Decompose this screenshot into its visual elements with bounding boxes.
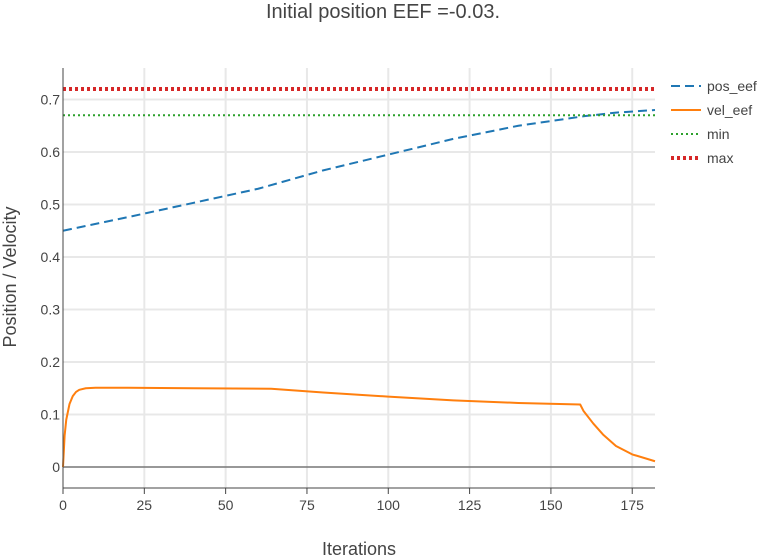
legend-label: min xyxy=(707,126,730,142)
x-tick-label: 25 xyxy=(137,497,153,513)
y-tick-label: 0.7 xyxy=(41,92,61,108)
legend-item-vel_eef[interactable]: vel_eef xyxy=(671,102,752,118)
legend-item-max[interactable]: max xyxy=(671,150,733,166)
y-axis-title: Position / Velocity xyxy=(0,206,20,347)
legend-label: vel_eef xyxy=(707,102,752,118)
series-line-pos_eef xyxy=(62,109,656,232)
series-line-vel_eef xyxy=(62,386,656,468)
legend-label: max xyxy=(707,150,733,166)
axes xyxy=(62,68,655,494)
chart-title: Initial position EEF =-0.03. xyxy=(266,1,500,23)
x-tick-labels: 0 25 50 75 100 125 150 175 xyxy=(59,497,644,513)
y-tick-label: 0.6 xyxy=(41,144,61,160)
legend-item-min[interactable]: min xyxy=(671,126,730,142)
plot-area xyxy=(62,87,656,468)
legend-label: pos_eef xyxy=(707,78,757,94)
x-tick-label: 75 xyxy=(299,497,315,513)
y-tick-label: 0.1 xyxy=(41,407,61,423)
y-tick-label: 0.3 xyxy=(41,302,61,318)
y-tick-label: 0.5 xyxy=(41,197,61,213)
y-tick-labels: 0 0.1 0.2 0.3 0.4 0.5 0.6 0.7 xyxy=(41,92,61,476)
x-tick-label: 0 xyxy=(59,497,67,513)
x-tick-label: 150 xyxy=(539,497,563,513)
x-tick-label: 175 xyxy=(621,497,645,513)
legend-item-pos_eef[interactable]: pos_eef xyxy=(671,78,757,94)
y-tick-label: 0 xyxy=(52,459,60,475)
x-axis-title: Iterations xyxy=(322,539,396,559)
y-tick-label: 0.2 xyxy=(41,354,61,370)
grid xyxy=(63,68,655,488)
y-tick-label: 0.4 xyxy=(41,249,61,265)
x-tick-label: 100 xyxy=(377,497,401,513)
x-tick-label: 125 xyxy=(458,497,482,513)
x-tick-label: 50 xyxy=(218,497,234,513)
